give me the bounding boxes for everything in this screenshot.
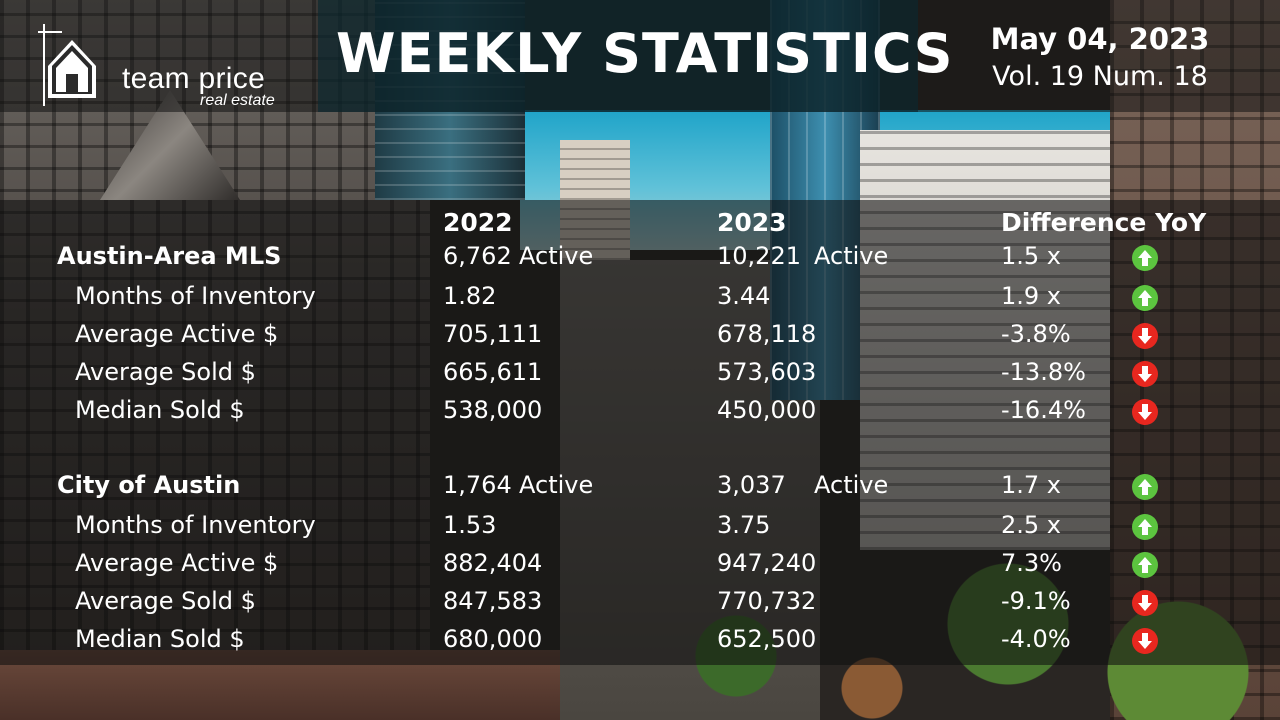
arrow-up-circle-icon [1131,473,1159,501]
value-2022: 538,000 [443,396,543,424]
column-header-2023: 2023 [717,208,787,237]
house-logo-icon [38,24,96,106]
metric-label: Average Sold $ [75,587,256,615]
value-2023: 3.44 [717,282,771,310]
metric-label: Median Sold $ [75,625,245,653]
value-2023: 678,118 [717,320,817,348]
active-label-2022: Active [519,471,594,499]
value-2023: 450,000 [717,396,817,424]
table-row: Average Sold $ 847,583 770,732 -9.1% [0,587,1280,623]
metric-label: Months of Inventory [75,511,316,539]
metric-label: Average Sold $ [75,358,256,386]
team-price-logo: team price real estate [30,20,300,110]
arrow-down-circle-icon [1131,627,1159,655]
difference-value: 1.9 x [1001,282,1061,310]
table-row: Median Sold $ 538,000 450,000 -16.4% [0,396,1280,432]
value-2022: 1.53 [443,511,497,539]
value-2022: 1.82 [443,282,497,310]
issue-date: May 04, 2023 [990,22,1210,56]
value-2023: 652,500 [717,625,817,653]
arrow-up-circle-icon [1131,244,1159,272]
value-2022: 6,762 [443,242,512,270]
difference-value: 7.3% [1001,549,1062,577]
metric-label: Median Sold $ [75,396,245,424]
table-row: Months of Inventory 1.53 3.75 2.5 x [0,511,1280,547]
table-row: Average Sold $ 665,611 573,603 -13.8% [0,358,1280,394]
value-2023: 3,037 [717,471,786,499]
value-2022: 882,404 [443,549,543,577]
column-header-2022: 2022 [443,208,513,237]
column-header-difference: Difference YoY [1001,208,1207,237]
value-2023: 947,240 [717,549,817,577]
value-2022: 680,000 [443,625,543,653]
brand-name: team price [122,62,266,95]
table-row: Months of Inventory 1.82 3.44 1.9 x [0,282,1280,318]
value-2023: 573,603 [717,358,817,386]
section-label: City of Austin [57,471,241,499]
section-row: City of Austin 1,764 Active 3,037 Active 1.7 … [0,471,1280,507]
metric-label: Average Active $ [75,320,279,348]
stats-panel [0,200,1280,665]
page-title: WEEKLY STATISTICS [336,22,954,85]
value-2022: 705,111 [443,320,543,348]
value-2022: 1,764 [443,471,512,499]
active-label-2023: Active [814,471,889,499]
value-2022: 847,583 [443,587,543,615]
table-row: Median Sold $ 680,000 652,500 -4.0% [0,625,1280,661]
metric-label: Average Active $ [75,549,279,577]
difference-value: 1.5 x [1001,242,1061,270]
active-label-2022: Active [519,242,594,270]
metric-label: Months of Inventory [75,282,316,310]
difference-value: -4.0% [1001,625,1071,653]
active-label-2023: Active [814,242,889,270]
difference-value: -9.1% [1001,587,1071,615]
arrow-down-circle-icon [1131,360,1159,388]
arrow-down-circle-icon [1131,398,1159,426]
issue-volume: Vol. 19 Num. 18 [992,61,1208,92]
difference-value: -3.8% [1001,320,1071,348]
table-row: Average Active $ 705,111 678,118 -3.8% [0,320,1280,356]
arrow-down-circle-icon [1131,322,1159,350]
difference-value: -13.8% [1001,358,1086,386]
value-2022: 665,611 [443,358,543,386]
value-2023: 770,732 [717,587,817,615]
title-box [318,0,918,112]
difference-value: 1.7 x [1001,471,1061,499]
difference-value: -16.4% [1001,396,1086,424]
difference-value: 2.5 x [1001,511,1061,539]
table-row: Average Active $ 882,404 947,240 7.3% [0,549,1280,585]
value-2023: 10,221 [717,242,801,270]
section-label: Austin-Area MLS [57,242,282,270]
arrow-down-circle-icon [1131,589,1159,617]
arrow-up-circle-icon [1131,284,1159,312]
value-2023: 3.75 [717,511,771,539]
brand-subtitle: real estate [200,92,275,109]
arrow-up-circle-icon [1131,551,1159,579]
section-row: Austin-Area MLS 6,762 Active 10,221 Active 1.… [0,242,1280,278]
arrow-up-circle-icon [1131,513,1159,541]
